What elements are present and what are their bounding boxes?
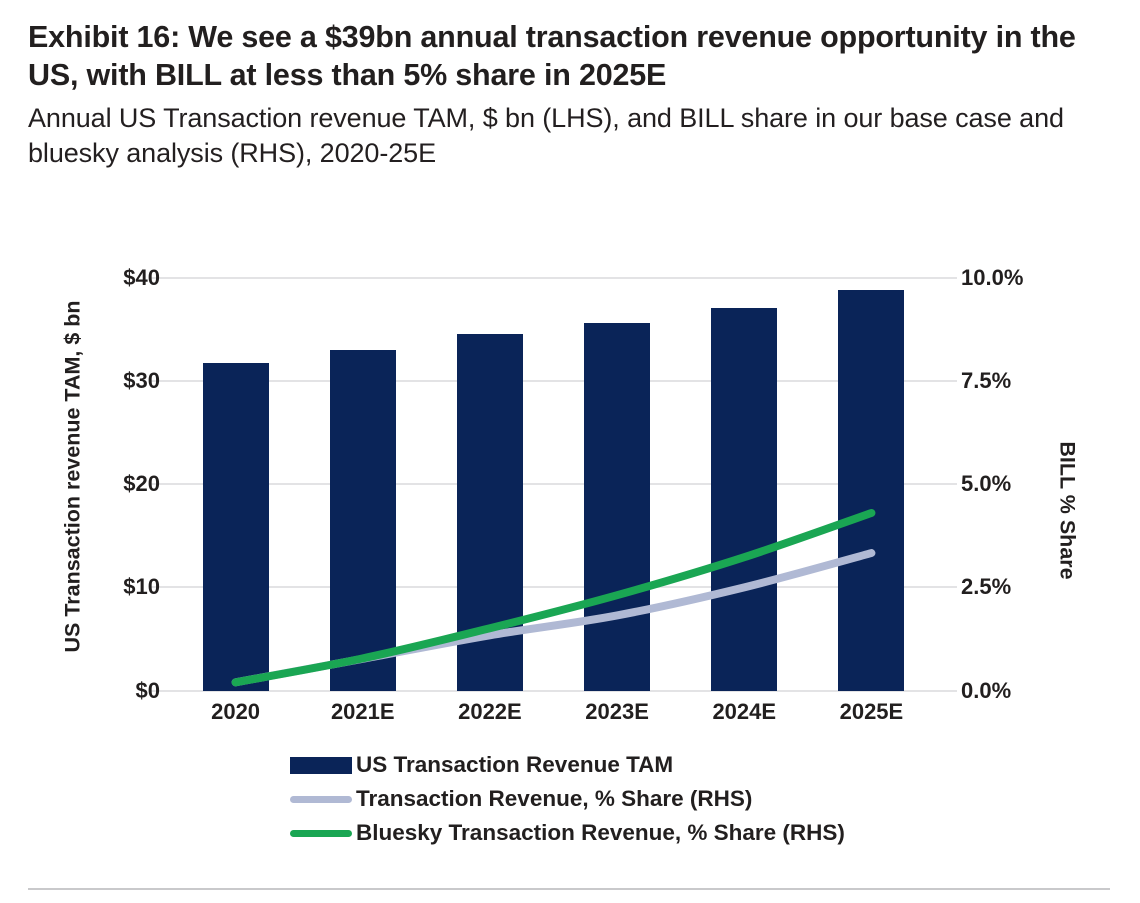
chart-legend: US Transaction Revenue TAM Transaction Re…: [290, 748, 990, 850]
x-axis-tick-label: 2025E: [839, 699, 904, 724]
exhibit-header: Exhibit 16: We see a $39bn annual transa…: [28, 18, 1103, 171]
exhibit-subtitle: Annual US Transaction revenue TAM, $ bn …: [28, 102, 1064, 168]
x-axis-tick-label: 2021E: [330, 699, 395, 724]
bar-2023E: [584, 323, 651, 691]
bar-series-group: [172, 278, 935, 691]
footer-divider: [28, 888, 1110, 890]
legend-item[interactable]: US Transaction Revenue TAM: [290, 748, 990, 782]
chart-canvas: $0 $10 $20 $30 $40 0.0% 2.5% 5.0% 7.5% 10.0%: [123, 265, 1023, 703]
y-axis-left-tick-label: $40: [123, 264, 160, 290]
legend-swatch-mark: [290, 829, 352, 837]
y-axis-right-tick-label: 10.0%: [961, 264, 1024, 290]
bar-2021E: [329, 349, 396, 691]
gridline: [150, 276, 957, 279]
y-axis-right-tick-label: 2.5%: [961, 574, 1012, 600]
gridline: [150, 586, 957, 589]
y-axis-right-tick-label: 7.5%: [961, 367, 1012, 393]
bar-2025E: [838, 290, 905, 691]
bar-2024E: [711, 307, 778, 691]
legend-swatch: [290, 756, 352, 774]
gridline: [150, 483, 957, 486]
legend-swatch: [290, 829, 352, 837]
exhibit-title: Exhibit 16: We see a $39bn annual transa…: [28, 20, 1076, 93]
x-axis-tick-label: 2022E: [458, 699, 522, 724]
y-axis-right-tick-label: 0.0%: [961, 677, 1012, 703]
x-axis-tick-label: 2020: [211, 699, 261, 724]
chart-plot-area: $0 $10 $20 $30 $40 0.0% 2.5% 5.0% 7.5% 10.0%: [0, 246, 1140, 746]
line-series: [231, 508, 876, 687]
x-axis-labels: 2020 2021E 2022E 2023E 2024E 2025E: [172, 699, 935, 733]
gridline: [150, 379, 957, 382]
y-axis-left-tick-label: $10: [123, 574, 160, 600]
x-axis-tick-label: 2023E: [585, 699, 649, 724]
legend-swatch: [290, 795, 352, 803]
y-axis-left-tick-label: $20: [123, 471, 160, 497]
bar-2020: [202, 363, 269, 691]
y-axis-left-tick-label: $0: [135, 677, 160, 703]
y-axis-right-tick-label: 5.0%: [961, 471, 1012, 497]
y-axis-left-tick-label: $30: [123, 367, 160, 393]
legend-item[interactable]: Transaction Revenue, % Share (RHS): [290, 782, 990, 816]
legend-label: US Transaction Revenue TAM: [356, 752, 674, 777]
gridline: [150, 689, 957, 692]
legend-label: Bluesky Transaction Revenue, % Share (RH…: [356, 820, 845, 845]
legend-swatch-mark: [290, 756, 352, 774]
legend-label: Transaction Revenue, % Share (RHS): [356, 786, 753, 811]
x-axis-tick-label: 2024E: [712, 699, 777, 724]
legend-swatch-mark: [290, 795, 352, 803]
line-series-group: [172, 278, 935, 691]
legend-item[interactable]: Bluesky Transaction Revenue, % Share (RH…: [290, 816, 990, 850]
